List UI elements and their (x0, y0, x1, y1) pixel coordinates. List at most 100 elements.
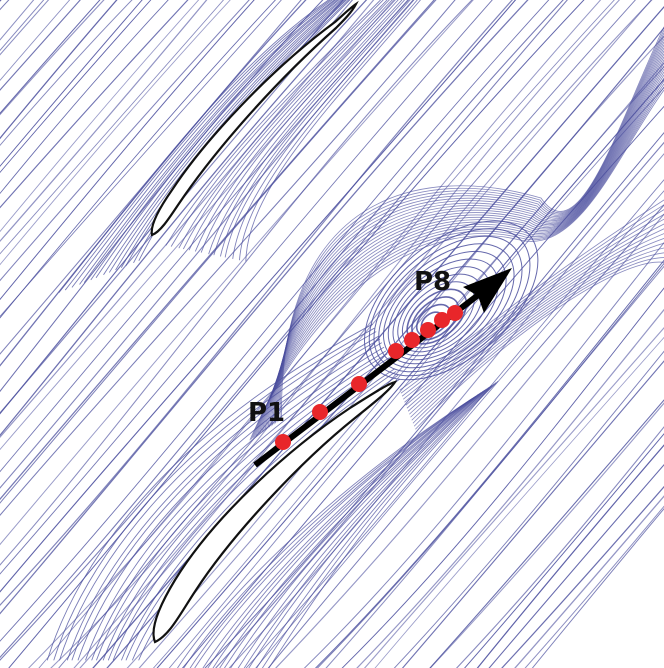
streamline (273, 41, 664, 425)
streamline (0, 0, 435, 501)
streamline (0, 0, 276, 319)
streamline (189, 396, 475, 668)
streamline (393, 350, 664, 668)
streamline (0, 0, 250, 282)
streamline (0, 0, 208, 243)
lower-blade-profile (152, 380, 398, 644)
streamline (270, 47, 664, 427)
streamline (476, 444, 664, 668)
streamline (95, 0, 340, 278)
streamline (223, 389, 485, 668)
streamline (278, 32, 664, 422)
vortex-loop (368, 228, 531, 377)
streamline (0, 0, 282, 318)
streamline (374, 336, 664, 668)
streamline (0, 0, 493, 575)
streamline (71, 0, 333, 288)
vortex-loop (378, 243, 515, 369)
streamline (0, 0, 231, 266)
streamline (531, 508, 664, 668)
streamline (0, 0, 101, 115)
probe-point-p2 (312, 404, 328, 420)
streamline (202, 394, 479, 668)
streamline (252, 83, 664, 439)
probe-label-p1: P1 (248, 398, 285, 428)
streamline (363, 327, 664, 668)
vortex-loop (397, 273, 483, 353)
streamline (46, 323, 373, 661)
streamline (0, 0, 517, 593)
streamline (170, 0, 384, 247)
streamline (524, 505, 664, 668)
streamline (194, 395, 476, 668)
streamline (455, 426, 664, 668)
streamline (107, 360, 391, 661)
streamline (213, 0, 405, 256)
streamline (183, 398, 473, 668)
streamline (429, 402, 664, 668)
streamline (341, 287, 664, 668)
streamline (429, 399, 664, 668)
streamline (200, 0, 399, 253)
streamline (0, 0, 564, 659)
streamline (0, 0, 395, 451)
streamline (258, 71, 664, 435)
streamline (404, 218, 664, 403)
streamline (406, 228, 664, 409)
streamline (178, 0, 388, 249)
streamline (0, 0, 71, 81)
streamline (0, 0, 81, 91)
streamline (281, 26, 664, 420)
streamline (177, 399, 471, 668)
streamline (0, 0, 375, 439)
streamline (245, 0, 421, 262)
streamline (409, 237, 664, 415)
streamline (269, 50, 664, 428)
streamline (0, 0, 473, 566)
streamline (239, 0, 418, 261)
streamline (251, 86, 664, 440)
streamline (212, 392, 482, 668)
upper-blade-profile (150, 0, 359, 237)
streamline (0, 0, 143, 167)
probe-label-p8: P8 (414, 267, 451, 297)
streamline (0, 0, 152, 174)
streamline (208, 0, 403, 255)
streamline (0, 0, 550, 642)
streamline (0, 0, 437, 504)
probe-point-p1 (275, 434, 291, 450)
streamline (207, 393, 480, 668)
streamline (249, 89, 664, 441)
streamline (219, 390, 484, 668)
streamline (415, 261, 664, 430)
streamline (230, 388, 487, 668)
streamline (115, 0, 345, 271)
streamline (0, 0, 105, 116)
streamline (232, 0, 415, 260)
streamline (65, 0, 332, 291)
streamline (237, 387, 490, 668)
streamline (267, 53, 664, 429)
streamline (103, 0, 342, 275)
probe-line-arrowhead (463, 268, 512, 313)
streamline (165, 0, 381, 246)
streamline (248, 385, 493, 668)
probe-point-p5 (404, 332, 420, 348)
streamline (66, 336, 379, 661)
vortex-loop (415, 303, 452, 337)
streamline (85, 346, 385, 661)
streamline (0, 0, 189, 209)
streamline (0, 0, 133, 147)
streamline (261, 382, 497, 668)
streamline (188, 0, 393, 251)
streamline (325, 265, 664, 668)
probe-point-p3 (351, 376, 367, 392)
streamline (276, 35, 664, 423)
streamline (488, 464, 664, 668)
streamline (410, 242, 664, 418)
probe-point-p7 (434, 312, 450, 328)
streamline (109, 0, 343, 273)
